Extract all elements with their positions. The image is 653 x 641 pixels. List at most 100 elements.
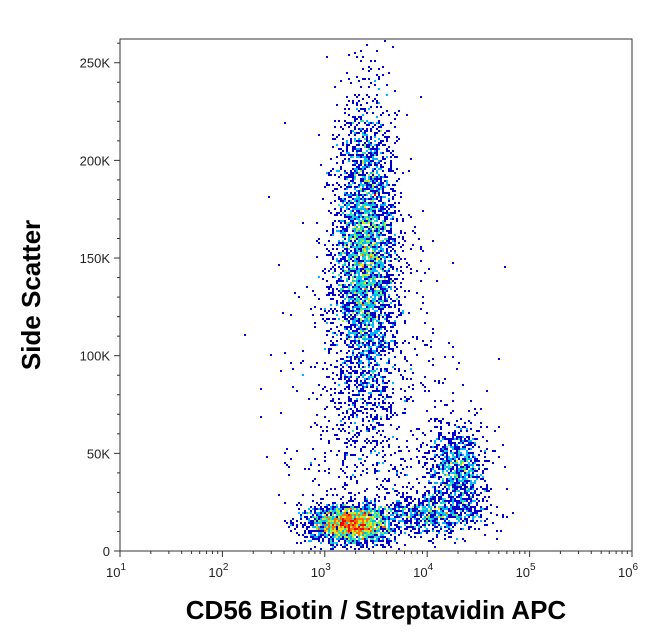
data-point — [374, 124, 376, 126]
data-point — [378, 242, 380, 244]
data-point — [374, 296, 376, 298]
data-point — [368, 276, 370, 278]
data-point — [460, 510, 462, 512]
data-point — [424, 518, 426, 520]
data-point — [394, 206, 396, 208]
data-point — [468, 514, 470, 516]
data-point — [330, 544, 332, 546]
data-point — [410, 514, 412, 516]
data-point — [370, 196, 372, 198]
data-point — [416, 514, 418, 516]
data-point — [278, 494, 280, 496]
data-point — [374, 202, 376, 204]
data-point — [326, 506, 328, 508]
data-point — [338, 510, 340, 512]
data-point — [366, 326, 368, 328]
data-point — [318, 384, 320, 386]
data-point — [494, 430, 496, 432]
data-point — [370, 246, 372, 248]
data-point — [388, 522, 390, 524]
data-point — [408, 520, 410, 522]
data-point — [412, 230, 414, 232]
data-point — [346, 286, 348, 288]
data-point — [362, 56, 364, 58]
data-point — [446, 448, 448, 450]
data-point — [396, 542, 398, 544]
data-point — [374, 336, 376, 338]
data-point — [420, 260, 422, 262]
data-point — [366, 430, 368, 432]
data-point — [422, 302, 424, 304]
data-point — [356, 232, 358, 234]
data-point — [390, 522, 392, 524]
data-point — [312, 314, 314, 316]
data-point — [372, 184, 374, 186]
data-point — [372, 524, 374, 526]
data-point — [360, 164, 362, 166]
data-point — [380, 222, 382, 224]
data-point — [466, 518, 468, 520]
data-point — [464, 466, 466, 468]
data-point — [382, 348, 384, 350]
data-point — [346, 512, 348, 514]
data-point — [440, 490, 442, 492]
data-point — [460, 466, 462, 468]
data-point — [388, 492, 390, 494]
data-point — [344, 530, 346, 532]
data-point — [446, 404, 448, 406]
data-point — [332, 548, 334, 550]
data-point — [354, 138, 356, 140]
data-point — [350, 366, 352, 368]
data-point — [358, 232, 360, 234]
data-point — [382, 196, 384, 198]
data-point — [370, 190, 372, 192]
data-point — [380, 312, 382, 314]
data-point — [384, 526, 386, 528]
data-point — [388, 358, 390, 360]
data-point — [354, 256, 356, 258]
data-point — [352, 454, 354, 456]
data-point — [392, 244, 394, 246]
data-point — [368, 518, 370, 520]
data-point — [362, 510, 364, 512]
data-point — [376, 494, 378, 496]
data-point — [324, 408, 326, 410]
data-point — [502, 514, 504, 516]
data-point — [302, 526, 304, 528]
data-point — [344, 200, 346, 202]
data-point — [388, 200, 390, 202]
data-point — [394, 202, 396, 204]
data-point — [460, 442, 462, 444]
data-point — [414, 226, 416, 228]
data-point — [372, 334, 374, 336]
data-point — [354, 252, 356, 254]
data-point — [344, 172, 346, 174]
data-point — [368, 360, 370, 362]
data-point — [390, 298, 392, 300]
data-point — [446, 490, 448, 492]
data-point — [352, 206, 354, 208]
data-point — [346, 370, 348, 372]
data-point — [328, 508, 330, 510]
data-point — [368, 512, 370, 514]
data-point — [382, 514, 384, 516]
data-point — [374, 144, 376, 146]
data-point — [354, 348, 356, 350]
data-point — [340, 516, 342, 518]
data-point — [346, 278, 348, 280]
data-point — [344, 112, 346, 114]
data-point — [342, 302, 344, 304]
data-point — [336, 544, 338, 546]
data-point — [354, 512, 356, 514]
data-point — [344, 204, 346, 206]
data-point — [440, 514, 442, 516]
data-point — [456, 476, 458, 478]
data-point — [378, 246, 380, 248]
data-point — [450, 504, 452, 506]
data-point — [350, 314, 352, 316]
data-point — [466, 474, 468, 476]
data-point — [368, 164, 370, 166]
data-point — [378, 250, 380, 252]
data-point — [418, 526, 420, 528]
data-point — [342, 294, 344, 296]
